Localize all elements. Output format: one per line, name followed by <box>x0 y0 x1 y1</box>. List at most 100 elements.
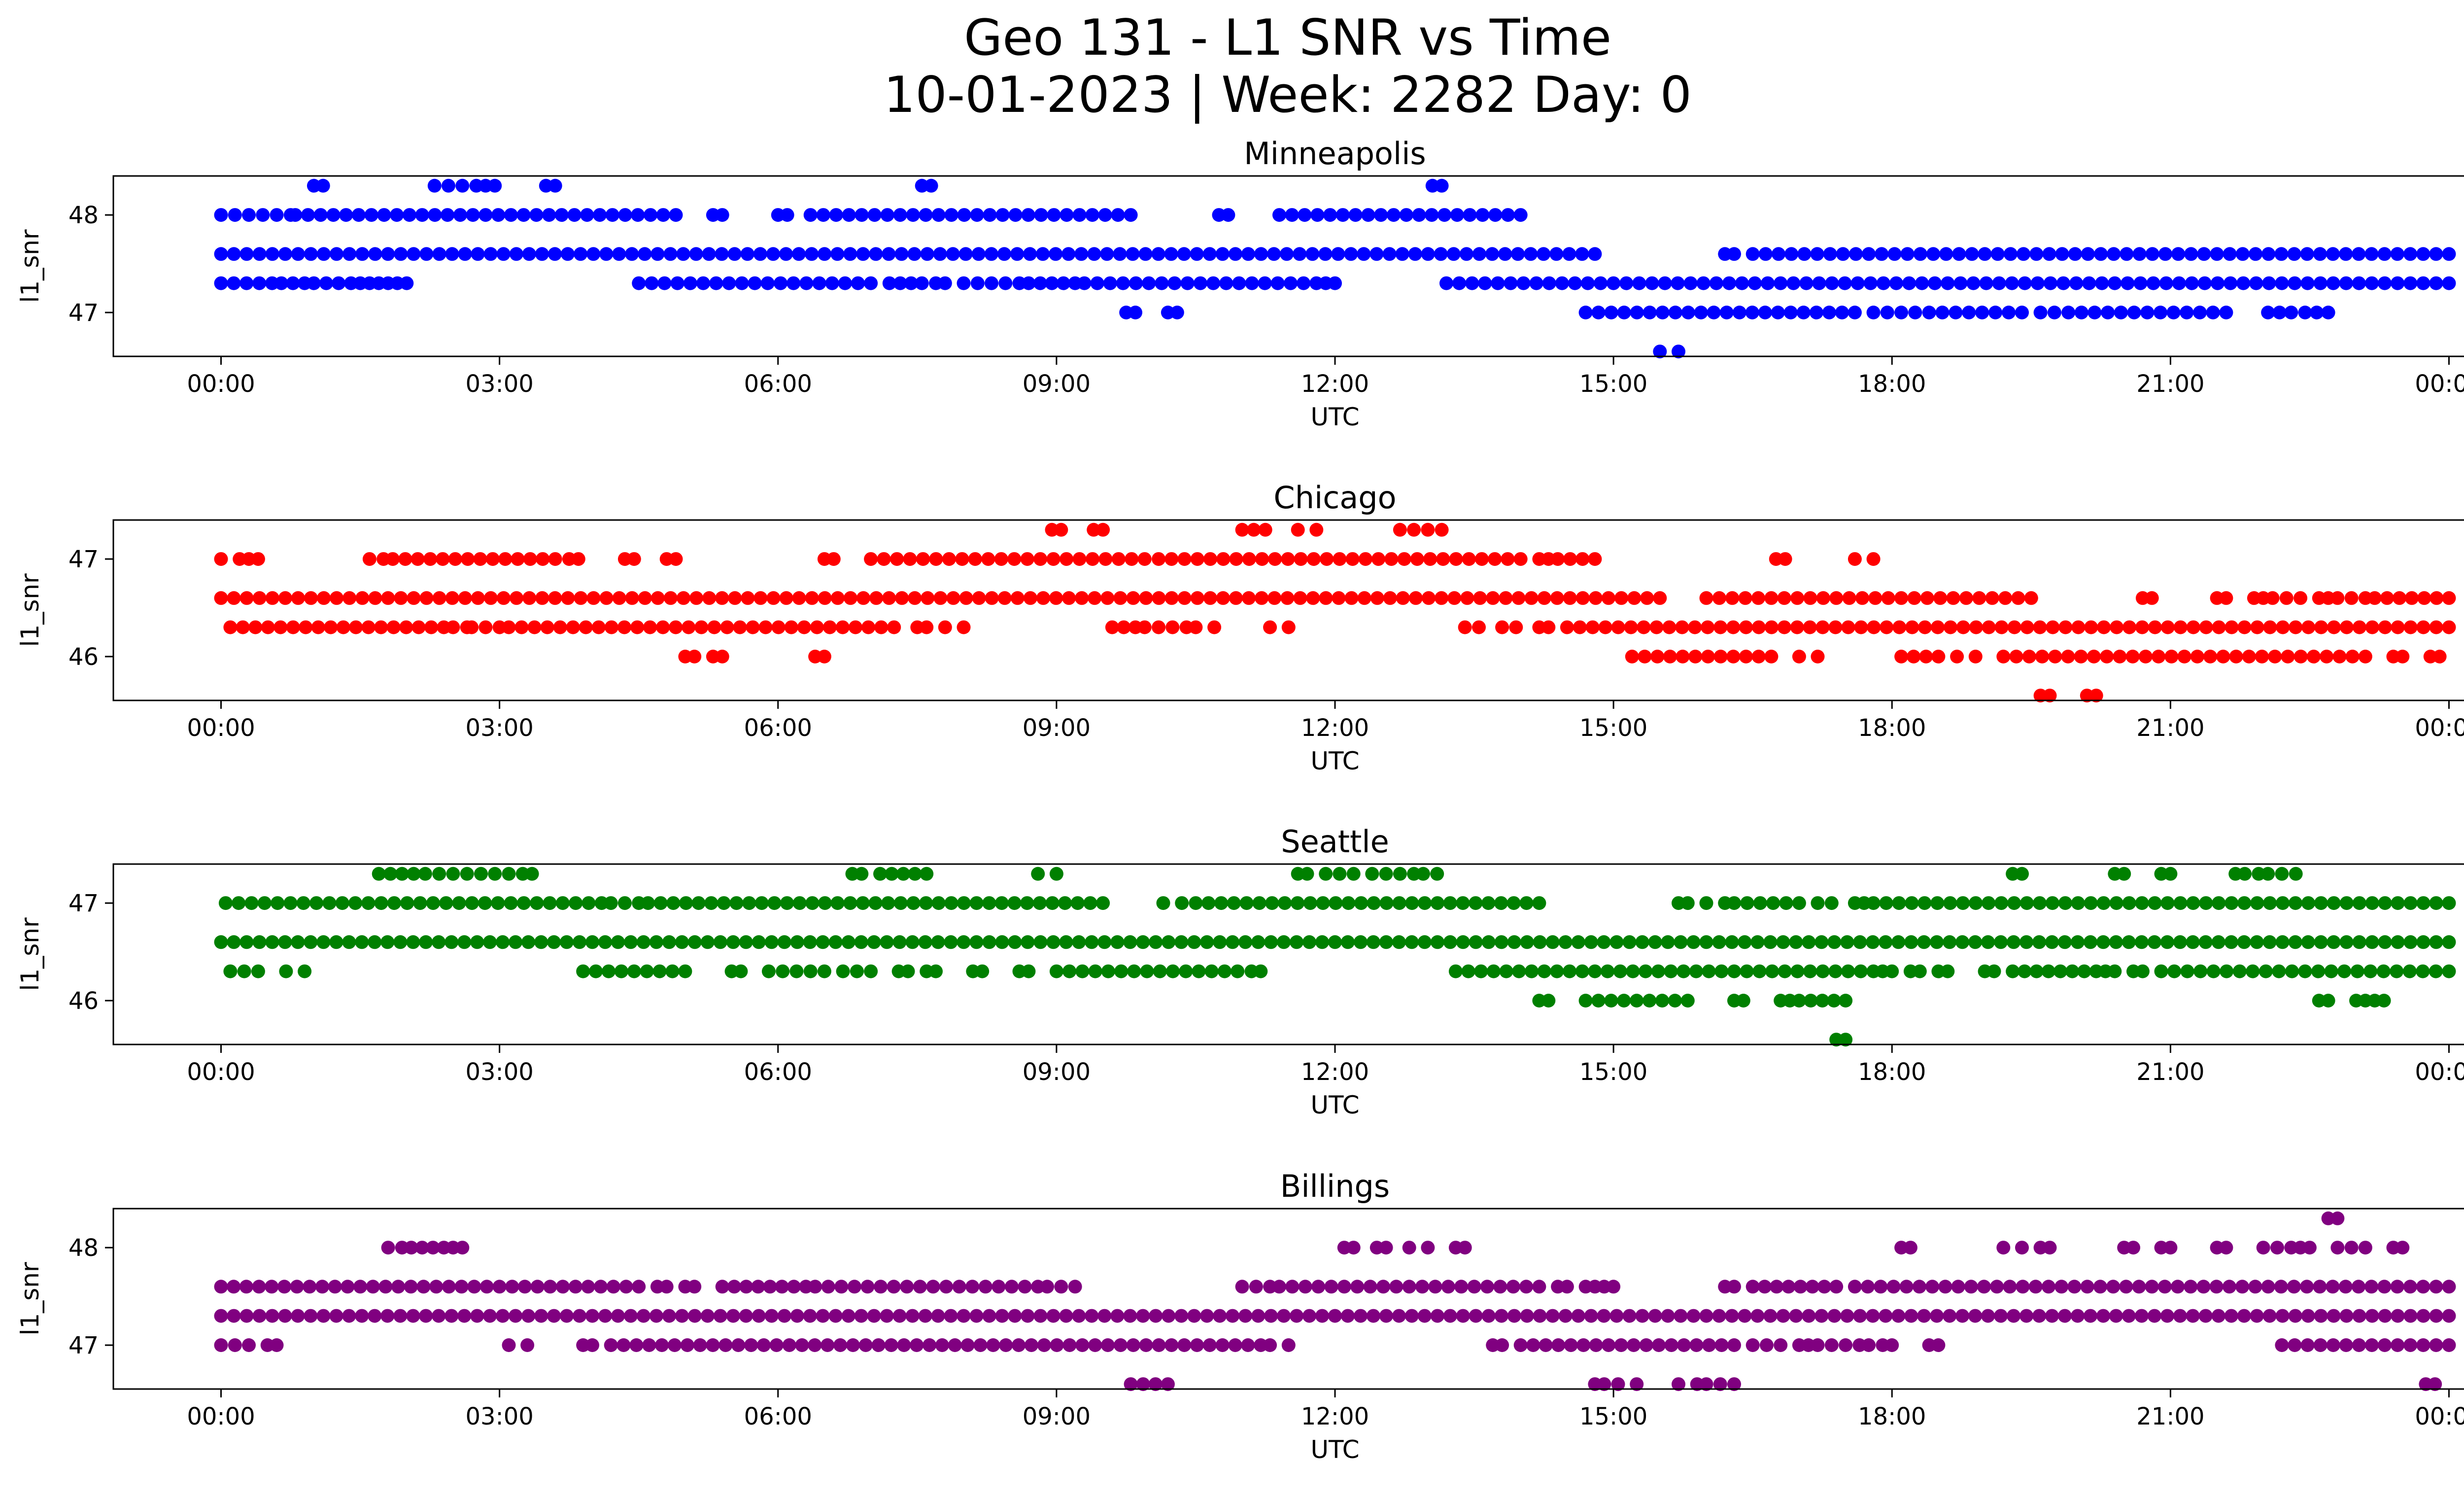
data-point <box>1488 552 1502 566</box>
data-point <box>1982 896 1996 910</box>
data-point <box>1088 1338 1102 1352</box>
data-point <box>1200 935 1214 949</box>
data-point <box>304 247 318 261</box>
data-points <box>214 1211 2456 1391</box>
data-point <box>368 247 382 261</box>
data-point <box>753 247 767 261</box>
data-point <box>407 591 421 605</box>
data-point <box>242 1338 256 1352</box>
data-point <box>1761 276 1775 290</box>
data-point <box>1790 591 1805 605</box>
data-point <box>2184 1280 2198 1294</box>
data-point <box>1933 591 1948 605</box>
data-point <box>1421 1241 1435 1255</box>
data-point <box>1964 1280 1978 1294</box>
data-point <box>1672 1377 1685 1391</box>
data-point <box>2029 247 2044 261</box>
data-point <box>1383 591 1397 605</box>
data-point <box>1007 552 1022 566</box>
data-point <box>1456 896 1470 910</box>
data-point <box>2238 867 2252 881</box>
data-point <box>1904 935 1918 949</box>
y-axis-label: l1_snr <box>16 573 44 647</box>
data-point <box>1604 994 1618 1008</box>
data-point <box>1303 896 1317 910</box>
data-point <box>1227 896 1241 910</box>
data-point <box>1365 867 1379 881</box>
data-point <box>1863 276 1878 290</box>
data-point <box>483 1309 497 1323</box>
data-point <box>511 552 525 566</box>
data-point <box>1959 591 1973 605</box>
data-point <box>1661 1309 1675 1323</box>
data-point <box>632 276 646 290</box>
data-point <box>540 620 554 634</box>
data-point <box>1458 620 1472 634</box>
data-point <box>1701 650 1715 663</box>
data-point <box>2416 1309 2430 1323</box>
data-point <box>1968 1309 1983 1323</box>
data-point <box>1776 1309 1790 1323</box>
data-point <box>882 276 896 290</box>
data-point <box>1049 591 1063 605</box>
data-point <box>2163 1241 2178 1255</box>
data-point <box>2393 591 2406 605</box>
data-point <box>1241 247 1255 261</box>
data-point <box>818 591 832 605</box>
data-point <box>1155 276 1169 290</box>
data-point <box>415 208 429 222</box>
data-point <box>868 896 883 910</box>
data-point <box>1200 1309 1214 1323</box>
data-point <box>458 247 472 261</box>
data-point <box>2270 1241 2284 1255</box>
data-point <box>1281 1338 1296 1352</box>
data-point <box>2173 620 2188 634</box>
data-point <box>1979 276 1993 290</box>
data-point <box>1369 247 1384 261</box>
data-point <box>2119 1280 2133 1294</box>
data-point <box>2332 650 2347 663</box>
data-point <box>2300 276 2315 290</box>
data-point <box>2087 650 2101 663</box>
data-point <box>1068 1280 1082 1294</box>
data-point <box>1332 591 1346 605</box>
data-point <box>1935 306 1950 319</box>
data-point <box>969 1309 984 1323</box>
data-point <box>599 247 614 261</box>
data-point <box>970 208 984 222</box>
data-point <box>1778 964 1792 978</box>
data-point <box>1956 620 1970 634</box>
data-point <box>465 896 479 910</box>
data-point <box>696 276 710 290</box>
data-point <box>1318 247 1333 261</box>
data-point <box>2313 1338 2327 1352</box>
data-point <box>906 208 920 222</box>
data-point <box>1745 306 1759 319</box>
data-point <box>502 1338 516 1352</box>
data-point <box>1619 276 1634 290</box>
data-point <box>931 1309 945 1323</box>
data-point <box>1494 896 1508 910</box>
data-point <box>1124 208 1138 222</box>
data-point <box>1955 1309 1970 1323</box>
data-point <box>251 552 265 566</box>
data-point <box>860 1280 875 1294</box>
data-point <box>460 867 474 881</box>
data-point <box>1713 620 1728 634</box>
data-point <box>662 1309 676 1323</box>
data-point <box>691 896 706 910</box>
data-point <box>1075 1338 1090 1352</box>
data-point <box>1994 896 2009 910</box>
data-point <box>1839 1033 1853 1047</box>
data-point <box>277 1280 291 1294</box>
x-tick-label: 12:00 <box>1301 714 1369 742</box>
data-point <box>1674 935 1688 949</box>
data-point <box>2058 935 2072 949</box>
data-point <box>1456 1309 1470 1323</box>
data-point <box>752 1309 766 1323</box>
data-point <box>830 896 845 910</box>
data-point <box>1589 591 1603 605</box>
data-point <box>1201 896 1216 910</box>
data-point <box>2145 591 2159 605</box>
data-point <box>1008 1309 1022 1323</box>
